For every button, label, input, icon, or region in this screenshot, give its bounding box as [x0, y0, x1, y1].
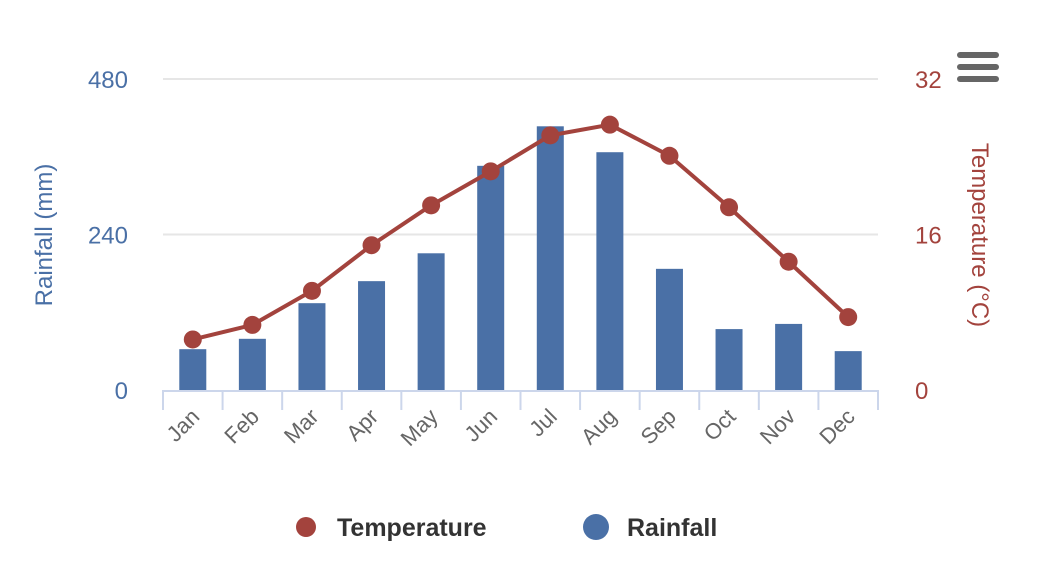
point-temperature — [422, 196, 441, 215]
point-temperature — [183, 330, 202, 349]
x-tick-label: Oct — [699, 404, 741, 446]
y-right-tick-label: 32 — [915, 67, 942, 94]
point-temperature — [362, 236, 381, 255]
svg-text:Temperature: Temperature — [337, 514, 487, 542]
y-left-tick-label: 480 — [88, 67, 128, 94]
bar-rainfall — [536, 126, 564, 391]
bar-rainfall — [655, 268, 683, 390]
legend-item-rainfall[interactable]: Rainfall — [583, 514, 717, 542]
x-tick-label: Aug — [576, 404, 621, 449]
bar-rainfall — [477, 165, 505, 390]
legend: Temperature Rainfall — [296, 514, 717, 542]
bar-rainfall — [417, 253, 445, 390]
point-temperature — [600, 115, 619, 134]
point-temperature — [720, 198, 739, 217]
y-left-tick-label: 0 — [115, 378, 128, 405]
x-tick-label: Sep — [636, 404, 681, 449]
x-tick-label: Dec — [814, 404, 859, 449]
x-tick-label: Mar — [279, 404, 323, 448]
point-temperature — [779, 252, 798, 271]
hamburger-menu-icon[interactable] — [957, 52, 999, 82]
legend-item-temperature[interactable]: Temperature — [296, 514, 487, 542]
point-temperature — [541, 126, 560, 145]
y-right-tick-label: 16 — [915, 223, 942, 250]
point-temperature — [839, 308, 858, 327]
y-left-label: Rainfall (mm) — [31, 164, 58, 307]
bar-rainfall — [775, 323, 803, 390]
x-tick-label: Apr — [341, 404, 383, 446]
point-temperature — [660, 146, 679, 165]
y-right-label: Temperature (°C) — [966, 143, 993, 327]
x-tick-label: Jun — [459, 404, 502, 447]
y-left-tick-label: 240 — [88, 223, 128, 250]
point-temperature — [481, 162, 500, 181]
bar-rainfall — [715, 329, 743, 390]
svg-text:Rainfall: Rainfall — [627, 514, 717, 542]
bar-rainfall — [238, 338, 266, 390]
bar-rainfall — [596, 152, 624, 390]
bar-rainfall — [358, 281, 386, 390]
bar-rainfall — [834, 351, 862, 390]
line-temperature — [192, 122, 850, 342]
bar-rainfall — [298, 303, 326, 390]
x-tick-label: May — [396, 404, 443, 451]
bar-rainfall — [179, 349, 207, 390]
x-tick-label: Jan — [162, 404, 205, 447]
x-tick-label: Feb — [219, 404, 263, 448]
point-temperature — [243, 315, 262, 334]
x-tick-label: Nov — [755, 404, 800, 449]
y-right-tick-label: 0 — [915, 378, 928, 405]
x-tick-label: Jul — [524, 404, 562, 442]
point-temperature — [302, 281, 321, 300]
